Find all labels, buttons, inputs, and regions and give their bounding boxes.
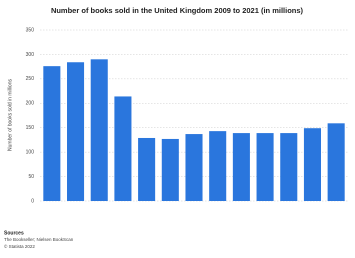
bar bbox=[232, 133, 250, 201]
footer-copyright: © Statista 2022 bbox=[4, 243, 35, 249]
y-tick-label: 350 bbox=[26, 27, 35, 33]
y-axis-label: Number of books sold in millions bbox=[7, 79, 13, 151]
y-tick-label: 300 bbox=[26, 52, 35, 58]
bar bbox=[185, 134, 203, 201]
chart-title: Number of books sold in the United Kingd… bbox=[51, 6, 304, 15]
y-tick-label: 0 bbox=[31, 198, 34, 204]
y-tick-label: 100 bbox=[26, 149, 35, 155]
bar bbox=[327, 123, 345, 201]
y-tick-label: 200 bbox=[26, 101, 35, 107]
y-tick-label: 150 bbox=[26, 125, 35, 131]
footer-heading: Sources bbox=[4, 230, 24, 236]
y-tick-label: 50 bbox=[28, 174, 34, 180]
bar bbox=[161, 138, 179, 201]
y-tick-label: 250 bbox=[26, 76, 35, 82]
bar bbox=[138, 137, 156, 201]
bar bbox=[303, 128, 321, 201]
bar bbox=[90, 59, 108, 201]
footer-source: The Bookseller; Nielsen BookScan bbox=[4, 237, 74, 242]
bar bbox=[256, 133, 274, 201]
bar bbox=[43, 66, 61, 201]
bar bbox=[114, 96, 132, 201]
bar bbox=[209, 131, 227, 201]
bar bbox=[280, 133, 298, 201]
bar bbox=[67, 62, 85, 202]
